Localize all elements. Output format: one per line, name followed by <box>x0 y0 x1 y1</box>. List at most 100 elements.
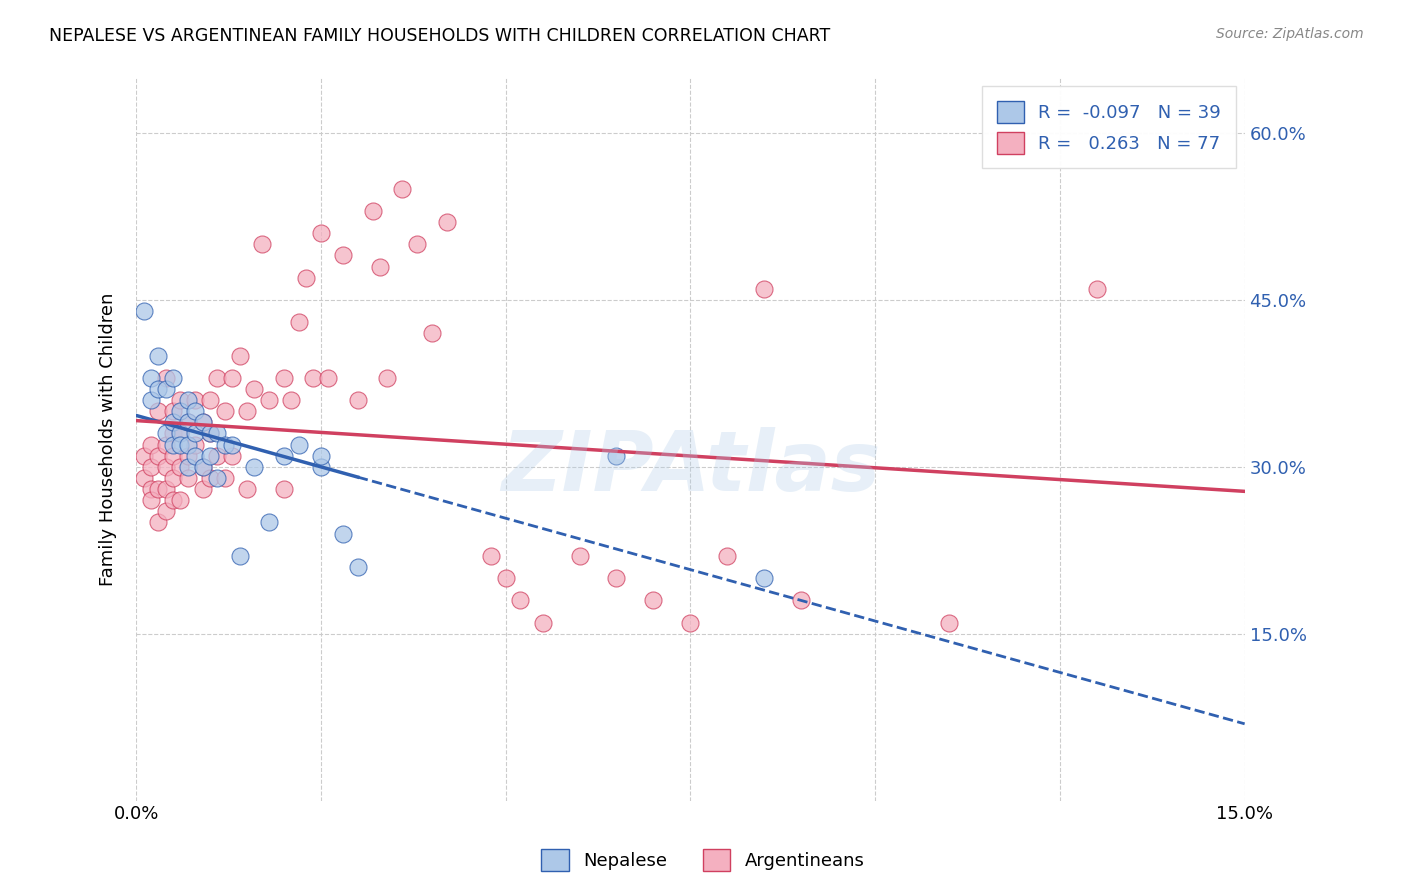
Point <box>509 593 531 607</box>
Text: ZIPAtlas: ZIPAtlas <box>501 427 880 508</box>
Y-axis label: Family Households with Children: Family Households with Children <box>100 293 117 586</box>
Point <box>309 449 332 463</box>
Point <box>214 437 236 451</box>
Point <box>309 226 332 240</box>
Point <box>177 437 200 451</box>
Point <box>221 449 243 463</box>
Point <box>716 549 738 563</box>
Point <box>221 437 243 451</box>
Point <box>184 437 207 451</box>
Point <box>139 482 162 496</box>
Point <box>316 371 339 385</box>
Point <box>155 504 177 518</box>
Point <box>273 482 295 496</box>
Point <box>243 382 266 396</box>
Point <box>214 404 236 418</box>
Point <box>162 493 184 508</box>
Point <box>198 449 221 463</box>
Point <box>495 571 517 585</box>
Point <box>177 393 200 408</box>
Point <box>938 615 960 630</box>
Point <box>273 371 295 385</box>
Point <box>287 315 309 329</box>
Point <box>155 482 177 496</box>
Point <box>332 526 354 541</box>
Point <box>531 615 554 630</box>
Point <box>148 382 170 396</box>
Point <box>184 393 207 408</box>
Point <box>169 493 191 508</box>
Point <box>191 459 214 474</box>
Point <box>568 549 591 563</box>
Point <box>679 615 702 630</box>
Point <box>162 404 184 418</box>
Point <box>257 516 280 530</box>
Point <box>169 459 191 474</box>
Point <box>184 426 207 441</box>
Point <box>177 449 200 463</box>
Point <box>148 404 170 418</box>
Point <box>221 371 243 385</box>
Point <box>250 237 273 252</box>
Point <box>139 437 162 451</box>
Point <box>236 404 259 418</box>
Point <box>169 437 191 451</box>
Point <box>132 304 155 318</box>
Point <box>169 393 191 408</box>
Point <box>377 371 399 385</box>
Point <box>177 415 200 429</box>
Point <box>148 516 170 530</box>
Point <box>236 482 259 496</box>
Point <box>302 371 325 385</box>
Point <box>790 593 813 607</box>
Point <box>346 560 368 574</box>
Point <box>155 426 177 441</box>
Legend: R =  -0.097   N = 39, R =   0.263   N = 77: R = -0.097 N = 39, R = 0.263 N = 77 <box>983 87 1236 169</box>
Point <box>605 571 627 585</box>
Point <box>132 449 155 463</box>
Point <box>273 449 295 463</box>
Point <box>406 237 429 252</box>
Point <box>139 371 162 385</box>
Point <box>207 471 229 485</box>
Point <box>148 349 170 363</box>
Point <box>155 459 177 474</box>
Point <box>280 393 302 408</box>
Point <box>169 404 191 418</box>
Point <box>162 426 184 441</box>
Point <box>198 471 221 485</box>
Point <box>148 449 170 463</box>
Point <box>177 415 200 429</box>
Point <box>643 593 665 607</box>
Point <box>207 426 229 441</box>
Point <box>191 459 214 474</box>
Point <box>1085 282 1108 296</box>
Point <box>139 459 162 474</box>
Point <box>162 449 184 463</box>
Point <box>287 437 309 451</box>
Point <box>309 459 332 474</box>
Point <box>346 393 368 408</box>
Point <box>605 449 627 463</box>
Point <box>162 415 184 429</box>
Point <box>162 371 184 385</box>
Point <box>155 371 177 385</box>
Point <box>191 415 214 429</box>
Point <box>184 449 207 463</box>
Point <box>169 426 191 441</box>
Point <box>191 482 214 496</box>
Point <box>754 282 776 296</box>
Point <box>177 471 200 485</box>
Point <box>132 471 155 485</box>
Point <box>148 482 170 496</box>
Point <box>479 549 502 563</box>
Point <box>436 215 458 229</box>
Point <box>177 459 200 474</box>
Point <box>391 182 413 196</box>
Point <box>228 549 250 563</box>
Point <box>155 382 177 396</box>
Point <box>754 571 776 585</box>
Point <box>361 203 384 218</box>
Point <box>191 415 214 429</box>
Legend: Nepalese, Argentineans: Nepalese, Argentineans <box>534 842 872 879</box>
